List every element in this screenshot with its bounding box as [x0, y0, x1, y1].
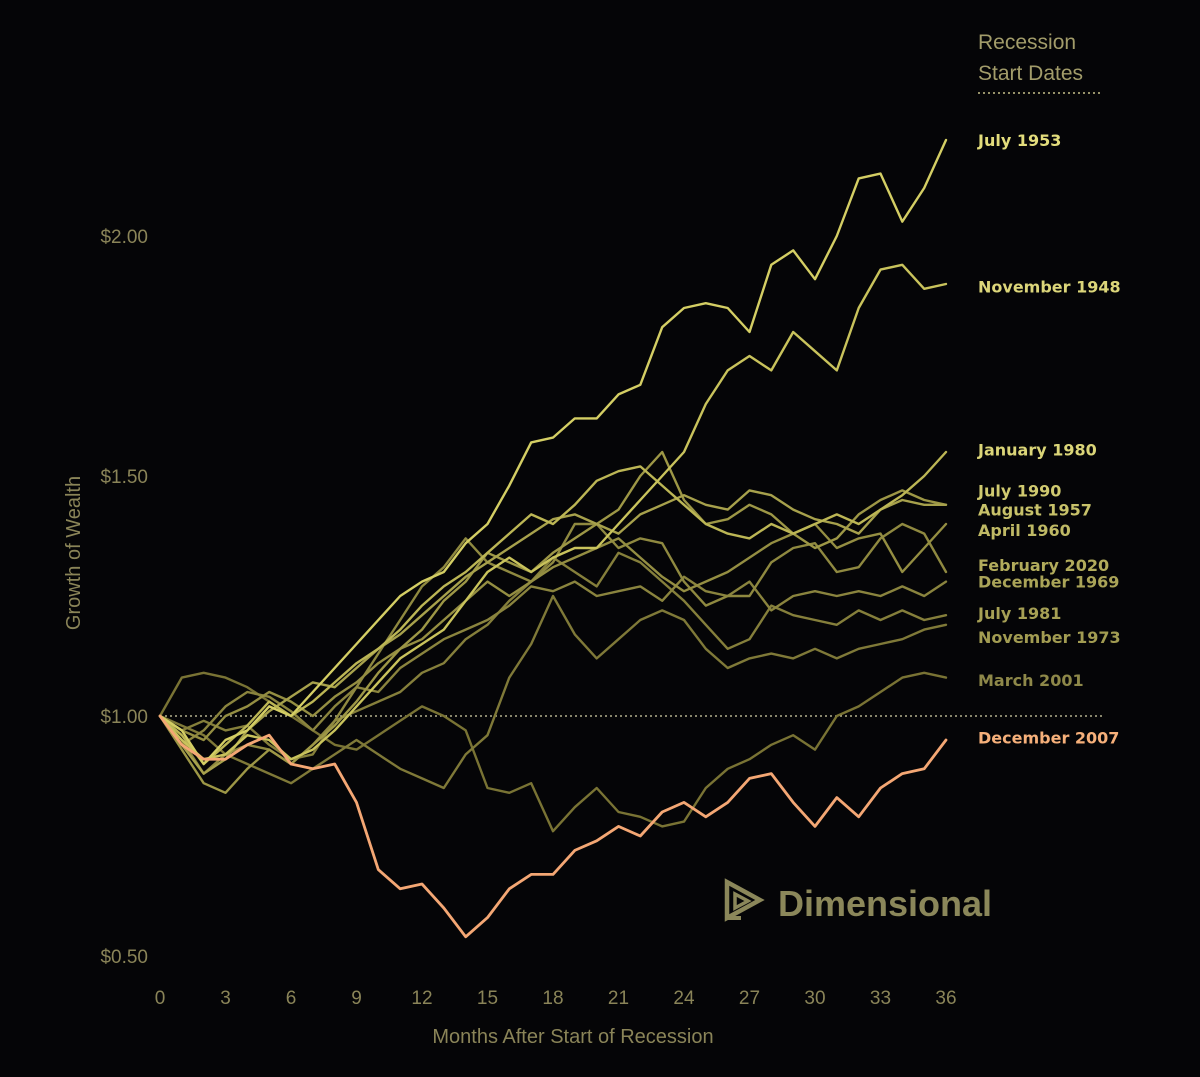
x-tick-label: 0: [155, 988, 166, 1009]
x-tick-label: 24: [673, 988, 695, 1009]
x-tick-label: 15: [477, 988, 498, 1009]
series-label-august-1957: August 1957: [978, 501, 1092, 520]
series-label-july-1953: July 1953: [977, 131, 1061, 150]
y-tick-label: $1.50: [100, 467, 148, 488]
series-label-november-1948: November 1948: [978, 277, 1121, 296]
series-label-january-1980: January 1980: [977, 441, 1097, 460]
series-label-february-2020: February 2020: [978, 556, 1109, 575]
x-axis-ticks: 0 3 6 9 12 15 18 21 24 27 30 33 36: [155, 988, 957, 1009]
series-label-july-1990: July 1990: [977, 481, 1061, 500]
x-tick-label: 36: [935, 988, 956, 1009]
x-tick-label: 12: [411, 988, 432, 1009]
series-label-december-1969: December 1969: [978, 573, 1119, 592]
legend-title-line-2: Start Dates: [978, 62, 1083, 85]
series-line-december-1969: [158, 575, 948, 746]
series-label-march-2001: March 2001: [978, 671, 1084, 690]
legend-header: Recession Start Dates: [978, 31, 1102, 94]
x-axis-title: Months After Start of Recession: [432, 1026, 713, 1048]
y-tick-label: $2.00: [100, 227, 148, 248]
series-labels: July 1953 November 1948 January 1980 July 1…: [977, 131, 1121, 748]
series-line-july-1953: [158, 138, 948, 766]
series-line-february-2020: [158, 522, 948, 775]
y-axis-title: Growth of Wealth: [63, 476, 85, 630]
x-tick-label: 3: [220, 988, 231, 1009]
x-tick-label: 6: [286, 988, 297, 1009]
series-label-april-1960: April 1960: [978, 521, 1071, 540]
x-tick-label: 30: [804, 988, 825, 1009]
x-tick-label: 9: [351, 988, 362, 1009]
dimensional-logo: Dimensional: [724, 878, 992, 924]
y-tick-label: $1.00: [100, 707, 148, 728]
series-label-november-1973: November 1973: [978, 628, 1121, 647]
series-label-december-2007: December 2007: [978, 729, 1119, 748]
series-line-january-1980: [158, 450, 948, 766]
series-lines: [158, 138, 948, 939]
series-line-july-1990: [158, 489, 948, 775]
x-tick-label: 33: [870, 988, 891, 1009]
x-tick-label: 27: [739, 988, 760, 1009]
dimensional-logo-icon: [724, 878, 765, 922]
x-tick-label: 21: [608, 988, 629, 1009]
legend-title-line-1: Recession: [978, 31, 1076, 54]
x-tick-label: 18: [542, 988, 563, 1009]
y-axis-ticks: $0.50 $1.00 $1.50 $2.00: [100, 227, 148, 968]
series-line-december-2007: [158, 714, 948, 939]
series-line-november-1948: [158, 263, 948, 761]
series-label-july-1981: July 1981: [977, 604, 1061, 623]
logo-text: Dimensional: [778, 883, 992, 924]
y-tick-label: $0.50: [100, 947, 148, 968]
series-line-november-1973: [158, 594, 948, 790]
